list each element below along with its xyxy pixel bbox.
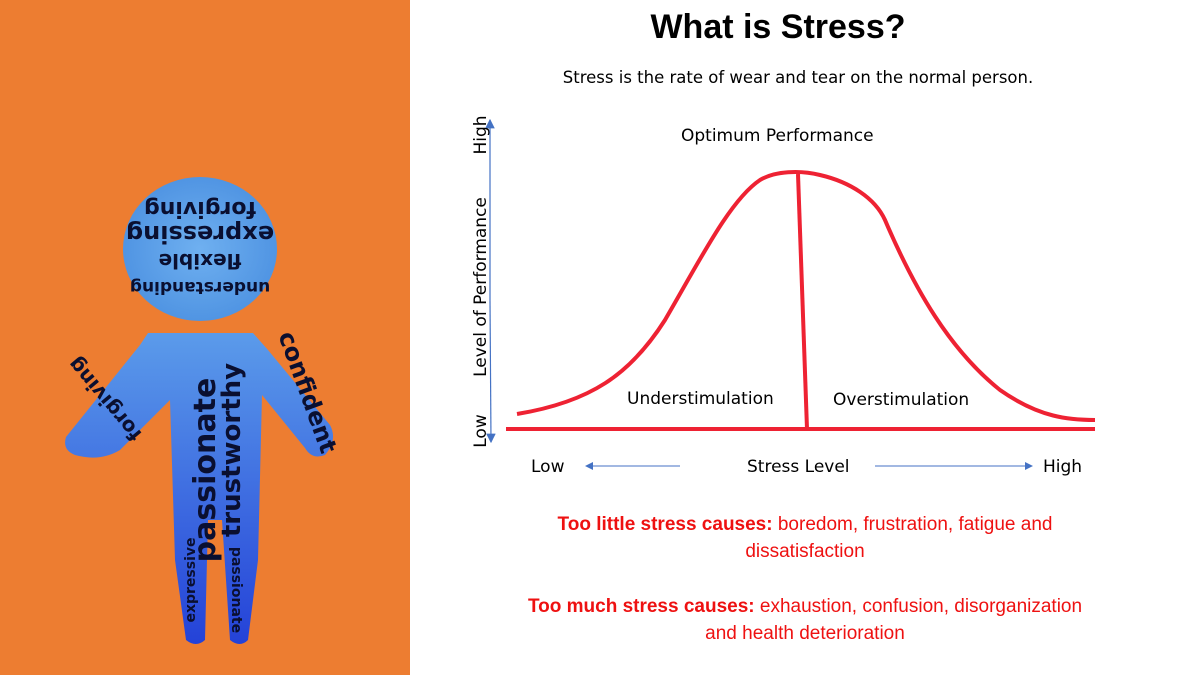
too-little-stress-note: Too little stress causes: boredom, frust… <box>510 511 1100 565</box>
y-axis-high-label: High <box>471 115 491 155</box>
slide-title: What is Stress? <box>650 8 906 46</box>
too-little-text: boredom, frustration, fatigue and dissat… <box>745 514 1053 562</box>
overstimulation-label: Overstimulation <box>833 390 970 410</box>
svg-text:forgiving: forgiving <box>144 196 256 221</box>
too-much-text: exhaustion, confusion, disorganization a… <box>705 596 1083 644</box>
y-axis-title: Level of Performance <box>471 197 491 377</box>
svg-text:expressive: expressive <box>183 537 199 622</box>
svg-text:passionate: passionate <box>188 378 223 563</box>
figure-head <box>123 177 277 321</box>
word-cloud-person-figure: forgiving expressing flexible understand… <box>63 177 342 644</box>
svg-text:expressing: expressing <box>126 220 274 248</box>
too-much-heading: Too much stress causes: <box>527 596 755 617</box>
too-little-heading: Too little stress causes: <box>557 514 773 535</box>
svg-text:trustworthy: trustworthy <box>217 363 247 537</box>
x-axis-title: Stress Level <box>747 457 850 477</box>
understimulation-label: Understimulation <box>627 389 774 409</box>
x-axis-high-label: High <box>1043 457 1083 477</box>
slide-subtitle: Stress is the rate of wear and tear on t… <box>562 68 1034 87</box>
orange-panel: forgiving expressing flexible understand… <box>0 0 410 675</box>
optimum-performance-label: Optimum Performance <box>681 126 874 146</box>
figure-body <box>65 333 334 644</box>
too-much-stress-note: Too much stress causes: exhaustion, conf… <box>510 593 1100 647</box>
y-axis-low-label: Low <box>471 414 491 448</box>
svg-text:passionate: passionate <box>228 547 244 633</box>
peak-divider-line <box>796 173 809 430</box>
y-axis-arrow-down <box>486 299 496 444</box>
performance-curve <box>516 170 1096 422</box>
x-axis-low-label: Low <box>531 457 565 477</box>
svg-text:flexible: flexible <box>159 249 242 273</box>
svg-text:understanding: understanding <box>130 277 270 297</box>
